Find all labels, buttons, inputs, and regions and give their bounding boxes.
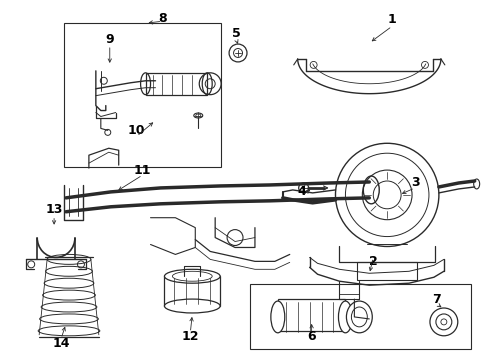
Text: 6: 6	[307, 330, 316, 343]
Ellipse shape	[271, 301, 285, 333]
Ellipse shape	[165, 269, 220, 283]
Text: 10: 10	[128, 124, 146, 137]
Bar	[250, 284, 471, 349]
Text: 3: 3	[411, 176, 419, 189]
Text: 11: 11	[134, 163, 151, 176]
Text: 7: 7	[433, 293, 441, 306]
Ellipse shape	[339, 301, 352, 333]
Bar	[357, 262, 417, 280]
Text: 8: 8	[158, 12, 167, 25]
Bar	[64, 23, 221, 167]
Bar	[278, 299, 345, 331]
Circle shape	[336, 143, 439, 247]
Bar	[165, 276, 220, 306]
Text: 9: 9	[105, 33, 114, 46]
Text: 2: 2	[369, 255, 378, 268]
Text: 12: 12	[182, 330, 199, 343]
Circle shape	[430, 308, 458, 336]
Text: 1: 1	[388, 13, 396, 26]
Text: 4: 4	[297, 185, 306, 198]
Ellipse shape	[346, 301, 372, 333]
Ellipse shape	[165, 299, 220, 313]
Text: 5: 5	[232, 27, 241, 40]
Text: 14: 14	[52, 337, 70, 350]
Text: 13: 13	[46, 203, 63, 216]
Bar	[146, 73, 207, 95]
